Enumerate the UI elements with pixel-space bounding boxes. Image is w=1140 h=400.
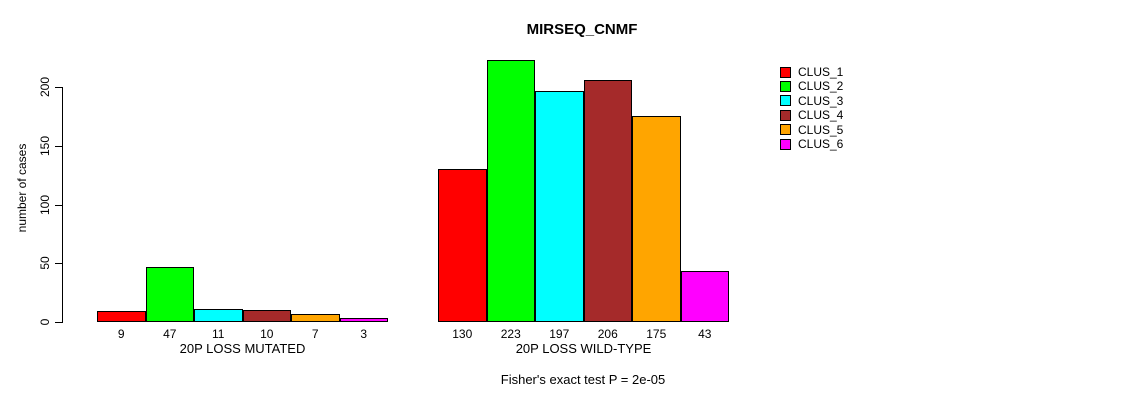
bar-value-label: 3 (360, 327, 368, 341)
bar-clus_1 (97, 311, 146, 322)
y-axis-tick-label: 0 (38, 318, 52, 326)
bar-clus_6 (680, 271, 729, 322)
bar-value-label: 7 (311, 327, 319, 341)
legend-swatch-icon (780, 138, 791, 150)
caption: Fisher's exact test P = 2e-05 (500, 372, 666, 387)
y-axis-tick (55, 204, 62, 206)
legend-swatch-icon (780, 109, 791, 121)
bar-clus_2 (486, 59, 535, 322)
bar-value-label: 47 (163, 327, 177, 341)
y-axis-tick-label: 200 (38, 76, 52, 98)
y-axis-label: number of cases (15, 143, 29, 233)
legend-item-clus_1: CLUS_1 (780, 65, 844, 79)
bar-clus_4 (242, 310, 291, 322)
legend-swatch-icon (780, 95, 791, 107)
y-axis-tick (55, 322, 62, 323)
legend-item-label: CLUS_1 (798, 65, 844, 79)
legend-item-clus_6: CLUS_6 (780, 137, 844, 151)
y-axis-tick-label: 150 (38, 135, 52, 156)
y-axis-tick (55, 263, 62, 265)
bar-clus_5 (291, 313, 340, 322)
legend-item-clus_2: CLUS_2 (780, 79, 844, 94)
legend-swatch-icon (780, 124, 791, 136)
bar-clus_1 (438, 169, 487, 322)
bar-value-label: 10 (260, 327, 274, 341)
chart-title: MIRSEQ_CNMF (526, 21, 638, 38)
bar-value-label: 43 (698, 327, 712, 341)
legend-item-label: CLUS_3 (798, 93, 844, 108)
legend-swatch-icon (780, 80, 791, 92)
bar-clus_3 (194, 309, 243, 322)
legend-item-clus_3: CLUS_3 (780, 93, 844, 108)
group-label: 20P LOSS MUTATED (179, 341, 306, 356)
bar-clus_2 (145, 266, 194, 322)
bar-value-label: 206 (597, 327, 618, 341)
legend-item-label: CLUS_4 (798, 108, 844, 123)
group-label: 20P LOSS WILD-TYPE (515, 341, 652, 356)
bar-clus_6 (339, 318, 388, 322)
y-axis-tick (55, 87, 62, 88)
bar-clus_3 (535, 90, 584, 322)
y-axis-line (62, 87, 63, 323)
legend-item-clus_4: CLUS_4 (780, 108, 844, 123)
bar-value-label: 175 (646, 327, 667, 341)
bar-value-label: 223 (500, 327, 521, 341)
bar-clus_4 (583, 79, 632, 322)
legend-item-label: CLUS_5 (798, 122, 844, 137)
legend-item-label: CLUS_2 (798, 79, 844, 94)
y-axis-tick-label: 50 (38, 256, 52, 270)
bar-value-label: 130 (452, 327, 473, 341)
bar-clus_5 (632, 116, 681, 322)
bar-value-label: 11 (212, 327, 225, 341)
y-axis-tick (55, 145, 62, 147)
bar-value-label: 197 (549, 327, 570, 341)
y-axis-tick-label: 100 (38, 194, 52, 215)
legend-item-label: CLUS_6 (798, 137, 844, 151)
bar-value-label: 9 (117, 327, 125, 341)
legend-item-clus_5: CLUS_5 (780, 122, 844, 137)
legend-swatch-icon (780, 66, 791, 78)
